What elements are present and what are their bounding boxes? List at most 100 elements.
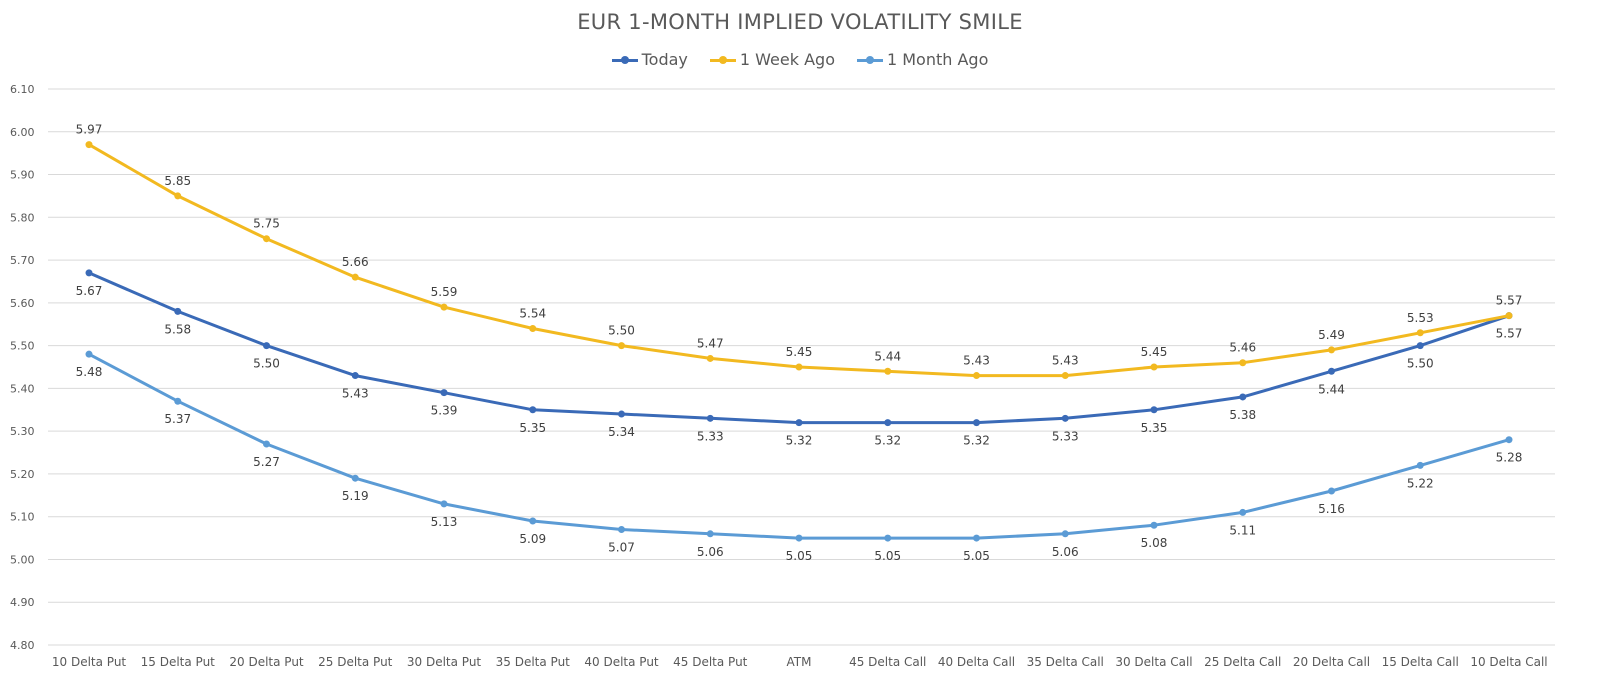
- data-label-1-month-ago: 5.09: [519, 532, 546, 546]
- data-point-1-week-ago[interactable]: [1328, 346, 1335, 354]
- data-point-today[interactable]: [174, 307, 182, 315]
- data-point-1-month-ago[interactable]: [529, 517, 537, 525]
- x-tick-label: 45 Delta Call: [849, 655, 926, 669]
- data-point-1-month-ago[interactable]: [1239, 508, 1247, 516]
- data-point-1-month-ago[interactable]: [1416, 461, 1424, 469]
- y-tick-label: 5.20: [10, 468, 35, 481]
- x-tick-label: 40 Delta Put: [584, 655, 659, 669]
- data-label-today: 5.57: [1496, 327, 1523, 341]
- series-lines: [85, 141, 1513, 542]
- data-point-today[interactable]: [1150, 406, 1158, 414]
- x-tick-label: 10 Delta Put: [52, 655, 127, 669]
- data-label-today: 5.50: [1407, 357, 1434, 371]
- data-point-1-week-ago[interactable]: [884, 367, 892, 375]
- y-tick-label: 5.90: [10, 169, 35, 182]
- data-point-1-week-ago[interactable]: [1416, 329, 1424, 337]
- data-point-1-month-ago[interactable]: [706, 530, 714, 538]
- data-point-1-month-ago[interactable]: [618, 526, 625, 534]
- data-point-today[interactable]: [618, 410, 625, 418]
- data-label-1-week-ago: 5.47: [697, 336, 724, 350]
- legend-swatch-1-month-ago: [856, 54, 883, 66]
- x-tick-label: 35 Delta Put: [496, 655, 571, 669]
- data-point-1-week-ago[interactable]: [1505, 312, 1513, 320]
- data-label-1-month-ago: 5.05: [874, 549, 901, 563]
- legend: Today 1 Week Ago 1 Month Ago: [0, 50, 1600, 69]
- data-label-1-month-ago: 5.11: [1229, 523, 1256, 537]
- data-point-today[interactable]: [263, 342, 270, 350]
- data-point-today[interactable]: [351, 372, 359, 380]
- y-tick-label: 4.90: [10, 596, 35, 609]
- y-tick-label: 4.80: [10, 639, 35, 652]
- data-point-1-week-ago[interactable]: [351, 273, 359, 281]
- data-point-today[interactable]: [884, 419, 892, 427]
- data-label-1-week-ago: 5.75: [253, 217, 280, 231]
- data-label-today: 5.39: [431, 404, 458, 418]
- legend-item-today[interactable]: Today: [611, 50, 688, 69]
- x-tick-label: 45 Delta Put: [673, 655, 748, 669]
- data-point-1-week-ago[interactable]: [795, 363, 803, 371]
- data-point-today[interactable]: [529, 406, 537, 414]
- data-point-today[interactable]: [440, 389, 448, 397]
- x-tick-label: 20 Delta Put: [229, 655, 304, 669]
- data-point-today[interactable]: [1328, 367, 1335, 375]
- y-tick-label: 5.40: [10, 382, 35, 395]
- data-point-1-week-ago[interactable]: [706, 354, 714, 362]
- data-point-1-week-ago[interactable]: [263, 235, 270, 243]
- data-label-1-month-ago: 5.06: [697, 545, 724, 559]
- data-label-1-week-ago: 5.97: [76, 123, 103, 137]
- legend-label-1-month-ago: 1 Month Ago: [886, 50, 989, 69]
- legend-item-1-week-ago[interactable]: 1 Week Ago: [709, 50, 835, 69]
- data-point-1-month-ago[interactable]: [795, 534, 803, 542]
- x-tick-label: 30 Delta Put: [407, 655, 482, 669]
- data-point-1-month-ago[interactable]: [884, 534, 892, 542]
- data-point-1-month-ago[interactable]: [1505, 436, 1513, 444]
- data-label-1-month-ago: 5.16: [1318, 502, 1345, 516]
- x-tick-label: 25 Delta Put: [318, 655, 393, 669]
- data-point-1-month-ago[interactable]: [85, 350, 93, 358]
- data-point-1-week-ago[interactable]: [618, 342, 625, 350]
- data-label-1-month-ago: 5.22: [1407, 476, 1434, 490]
- data-label-today: 5.32: [874, 434, 901, 448]
- data-label-today: 5.44: [1318, 382, 1345, 396]
- data-point-1-month-ago[interactable]: [973, 534, 980, 542]
- data-point-1-week-ago[interactable]: [85, 141, 93, 149]
- data-point-1-week-ago[interactable]: [529, 325, 537, 333]
- data-label-1-week-ago: 5.43: [963, 354, 990, 368]
- legend-label-today: Today: [641, 50, 688, 69]
- data-point-today[interactable]: [85, 269, 93, 277]
- y-tick-label: 5.50: [10, 340, 35, 353]
- data-label-today: 5.67: [76, 284, 103, 298]
- data-point-1-week-ago[interactable]: [1061, 372, 1069, 380]
- data-label-today: 5.43: [342, 387, 369, 401]
- y-tick-label: 5.80: [10, 211, 35, 224]
- data-point-1-month-ago[interactable]: [174, 397, 182, 405]
- data-point-1-month-ago[interactable]: [263, 440, 270, 448]
- data-point-1-month-ago[interactable]: [351, 474, 359, 482]
- data-point-1-week-ago[interactable]: [973, 372, 980, 380]
- data-point-today[interactable]: [1061, 414, 1069, 422]
- data-point-today[interactable]: [1416, 342, 1424, 350]
- data-point-1-month-ago[interactable]: [1061, 530, 1069, 538]
- data-point-1-week-ago[interactable]: [174, 192, 182, 200]
- data-point-1-month-ago[interactable]: [1150, 521, 1158, 529]
- y-tick-label: 5.60: [10, 297, 35, 310]
- data-label-today: 5.35: [519, 421, 546, 435]
- data-label-1-week-ago: 5.43: [1052, 354, 1079, 368]
- data-label-1-month-ago: 5.08: [1141, 536, 1168, 550]
- data-point-today[interactable]: [706, 414, 714, 422]
- data-label-1-week-ago: 5.53: [1407, 311, 1434, 325]
- data-point-1-month-ago[interactable]: [440, 500, 448, 508]
- data-label-today: 5.38: [1229, 408, 1256, 422]
- y-tick-label: 6.00: [10, 126, 35, 139]
- data-label-today: 5.32: [963, 434, 990, 448]
- x-tick-label: 25 Delta Call: [1204, 655, 1281, 669]
- data-point-1-month-ago[interactable]: [1328, 487, 1335, 495]
- data-point-today[interactable]: [1239, 393, 1247, 401]
- data-point-1-week-ago[interactable]: [1150, 363, 1158, 371]
- data-point-1-week-ago[interactable]: [440, 303, 448, 311]
- legend-item-1-month-ago[interactable]: 1 Month Ago: [856, 50, 989, 69]
- data-point-1-week-ago[interactable]: [1239, 359, 1247, 367]
- data-point-today[interactable]: [795, 419, 803, 427]
- data-point-today[interactable]: [973, 419, 980, 427]
- x-axis: 10 Delta Put 15 Delta Put 20 Delta Put 25 D…: [52, 655, 1548, 669]
